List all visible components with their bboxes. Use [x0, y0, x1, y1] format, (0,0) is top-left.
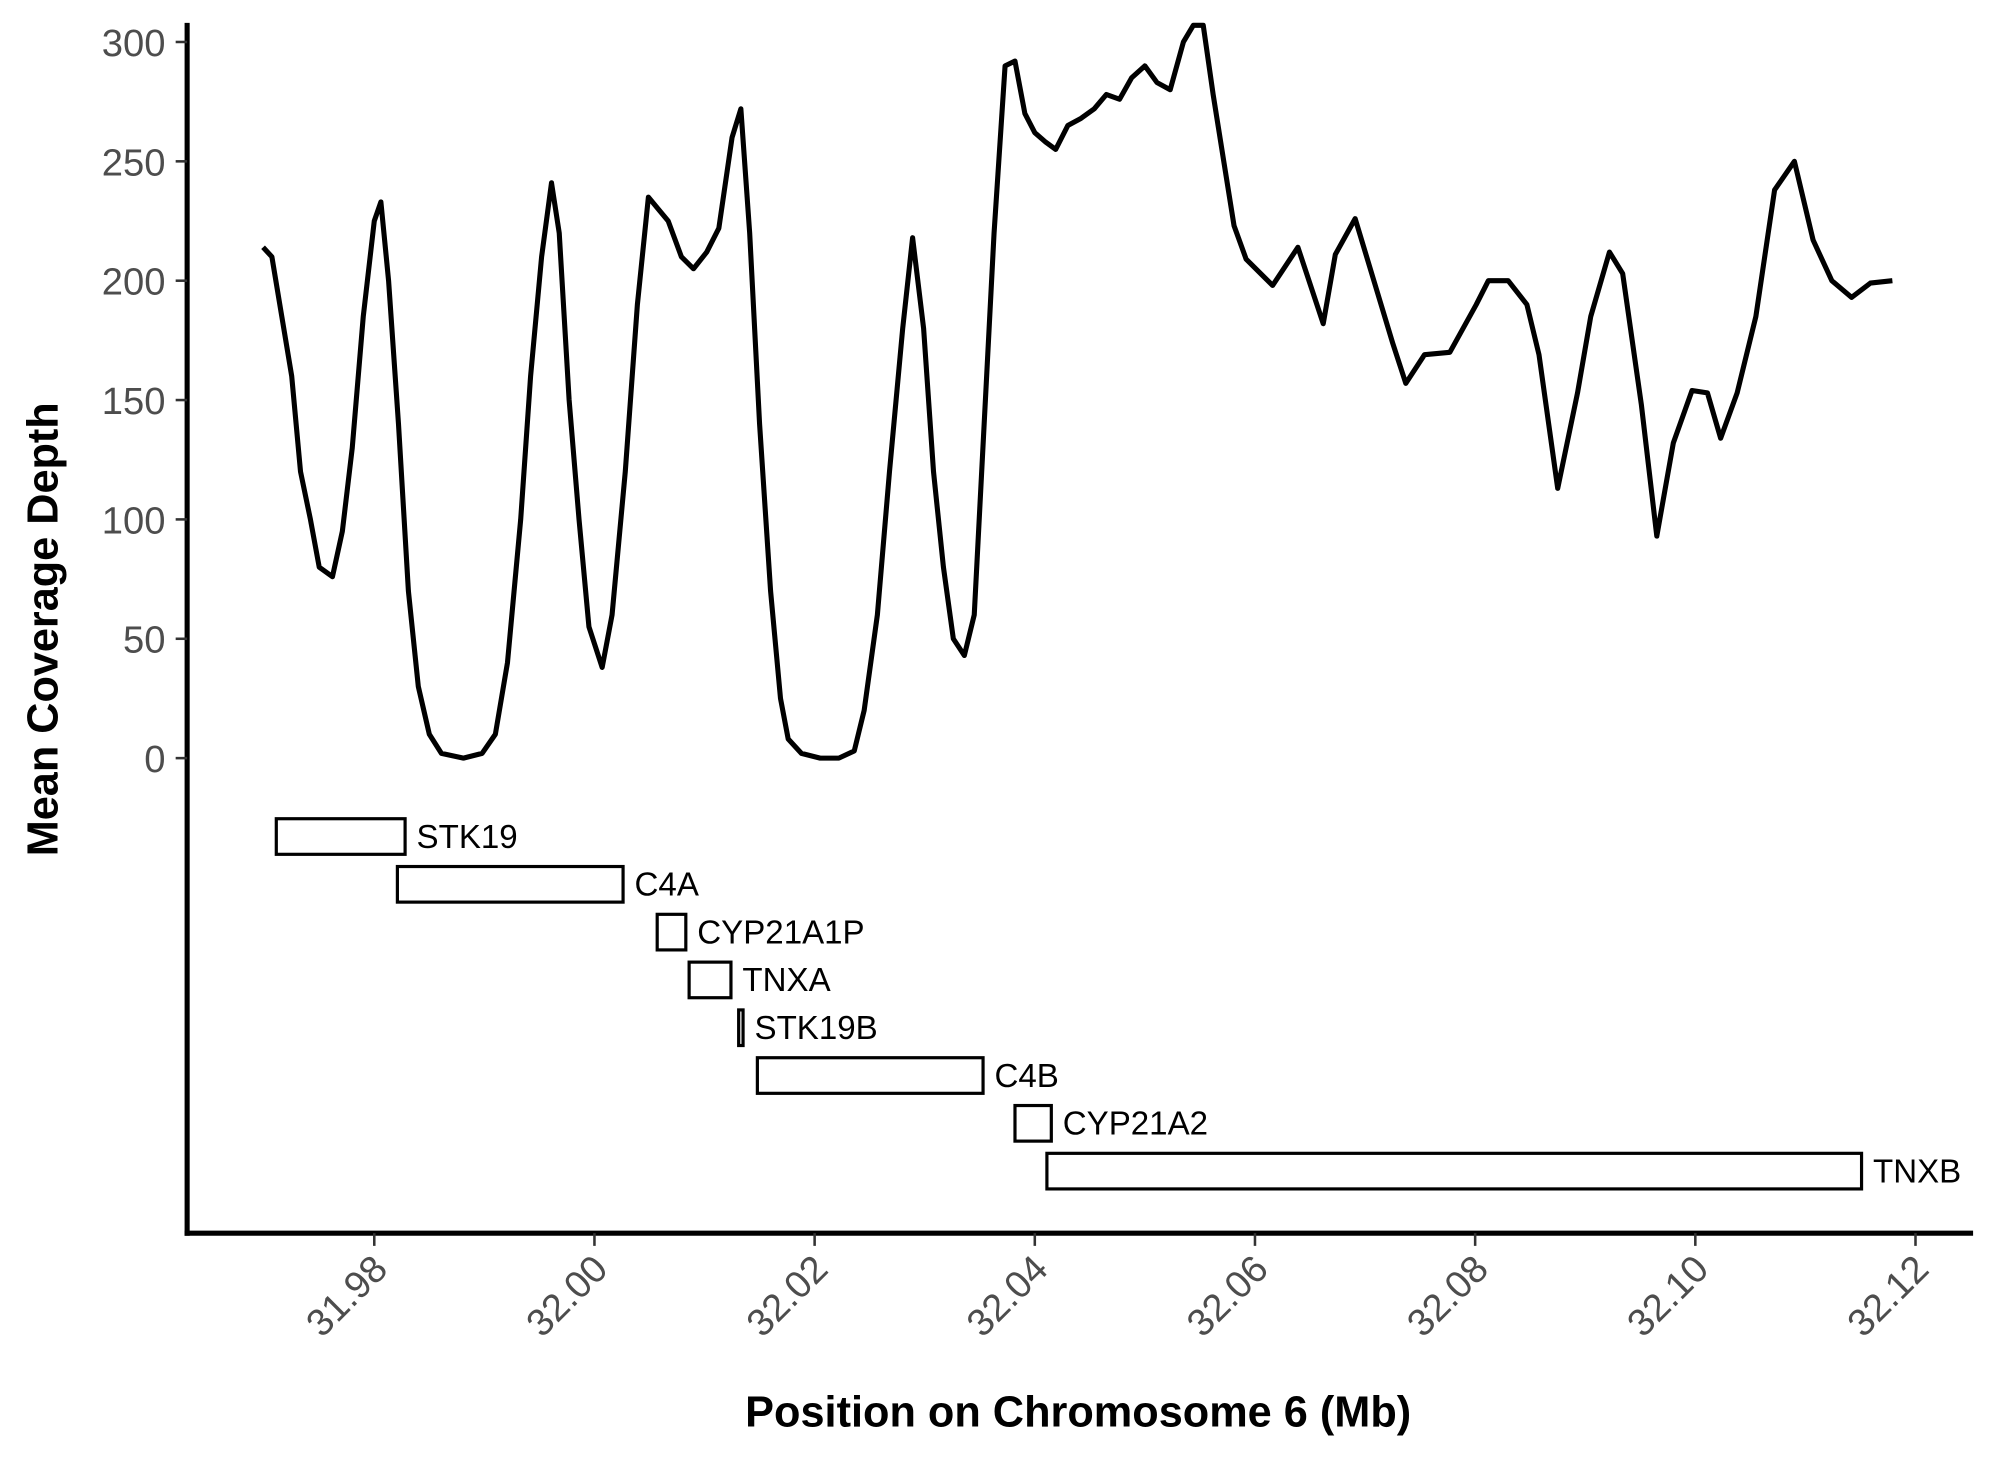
gene-box: [1013, 1103, 1053, 1143]
gene-box: [655, 912, 688, 952]
gene-box: [395, 864, 625, 904]
y-tick-label: 150: [102, 380, 166, 423]
y-axis-title: Mean Coverage Depth: [19, 402, 67, 856]
gene-box: [687, 960, 733, 1000]
gene-label: CYP21A2: [1063, 1106, 1208, 1143]
gene-label: STK19B: [755, 1010, 878, 1047]
y-tick-label: 50: [123, 619, 165, 662]
x-tick-label: 32.04: [958, 1247, 1056, 1345]
y-tick-label: 100: [102, 499, 166, 542]
x-tick-label: 31.98: [298, 1247, 396, 1345]
y-tick-label: 0: [144, 738, 165, 781]
gene-box: [755, 1056, 985, 1095]
x-tick-label: 32.02: [738, 1247, 836, 1345]
gene-box: [274, 817, 407, 856]
gene-label: CYP21A1P: [697, 914, 864, 951]
x-tick-label: 32.10: [1619, 1247, 1717, 1345]
x-tick-label: 32.08: [1399, 1247, 1497, 1345]
x-axis-title: Position on Chromosome 6 (Mb): [745, 1388, 1411, 1436]
gene-label: STK19: [417, 819, 518, 856]
x-tick-label: 32.06: [1179, 1247, 1277, 1345]
y-tick-label: 250: [102, 141, 166, 184]
x-tick-label: 32.00: [518, 1247, 616, 1345]
gene-box: [737, 1008, 745, 1048]
gene-label: TNXA: [742, 962, 830, 999]
coverage-line: [261, 22, 1893, 761]
x-tick-label: 32.12: [1839, 1247, 1937, 1345]
gene-label: C4A: [635, 867, 699, 904]
y-tick-label: 200: [102, 261, 166, 304]
gene-box: [1045, 1151, 1864, 1191]
gene-label: C4B: [995, 1058, 1059, 1095]
gene-label: TNXB: [1873, 1153, 1961, 1190]
y-tick-label: 300: [102, 22, 166, 65]
